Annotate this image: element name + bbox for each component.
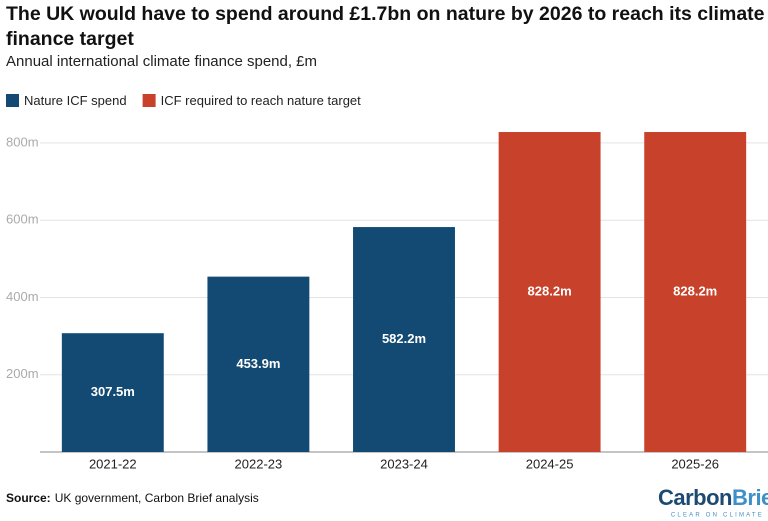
legend-swatch <box>142 94 156 107</box>
logo-part: Brief <box>732 485 768 510</box>
y-tick-label: 200m <box>6 366 39 381</box>
legend-label: Nature ICF spend <box>24 93 127 108</box>
bar <box>353 227 455 452</box>
value-label: 453.9m <box>236 356 280 371</box>
logo-tagline: CLEAR ON CLIMATE <box>671 513 764 519</box>
value-label: 582.2m <box>382 331 426 346</box>
x-tick-label: 2023-24 <box>380 456 428 471</box>
bar <box>61 333 164 452</box>
value-label: 828.2m <box>528 283 572 298</box>
bar <box>498 132 601 452</box>
value-label: 307.5m <box>91 384 135 399</box>
bar <box>644 132 747 452</box>
y-tick-label: 400m <box>6 289 39 304</box>
chart-title: The UK would have to spend around £1.7bn… <box>6 3 765 50</box>
y-tick-label: 800m <box>6 134 39 149</box>
bar <box>207 276 310 452</box>
x-tick-label: 2022-23 <box>235 456 283 471</box>
x-tick-label: 2021-22 <box>89 456 137 471</box>
legend-label: ICF required to reach nature target <box>161 93 362 108</box>
source-text: UK government, Carbon Brief analysis <box>55 491 259 505</box>
source-label: Source: <box>6 491 51 505</box>
value-label: 828.2m <box>673 283 717 298</box>
x-tick-label: 2024-25 <box>526 456 574 471</box>
logo-part: Carbon <box>658 485 732 510</box>
legend-swatch <box>6 94 19 107</box>
y-tick-label: 600m <box>6 212 39 227</box>
chart-subtitle: Annual international climate finance spe… <box>6 53 318 70</box>
x-tick-label: 2025-26 <box>671 456 719 471</box>
